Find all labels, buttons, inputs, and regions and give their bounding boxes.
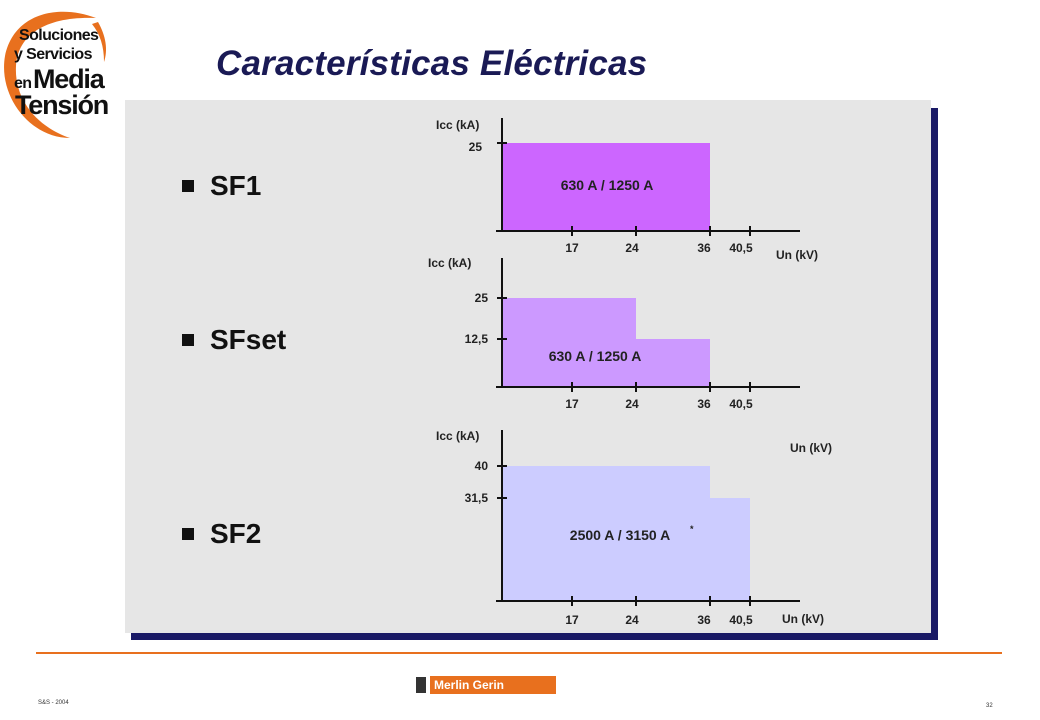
y-axis-label: Icc (kA) [436, 429, 479, 443]
y-axis-label: Icc (kA) [428, 256, 471, 270]
x-axis-label-upper: Un (kV) [790, 441, 832, 455]
bullet-label: SFset [210, 324, 287, 355]
x-tick-label: 40,5 [729, 613, 753, 627]
x-tick-label: 36 [697, 241, 711, 255]
y-tick-label: 25 [475, 291, 489, 305]
logo-line-2: y Servicios [14, 46, 93, 63]
area-step-2 [710, 498, 750, 601]
x-tick-label: 17 [565, 613, 579, 627]
y-tick-label: 40 [475, 459, 489, 473]
logo-line-1: Soluciones [19, 27, 99, 44]
footer-divider [36, 652, 1002, 654]
bullet-square-icon [182, 333, 194, 346]
x-tick-label: 36 [697, 397, 711, 411]
bullet-square-icon [182, 179, 194, 192]
x-tick-label: 36 [697, 613, 711, 627]
bullet-label: SF2 [210, 518, 262, 549]
x-tick-label: 24 [625, 397, 639, 411]
company-logo: Soluciones y Servicios en Media Tensión [0, 6, 118, 142]
y-tick-label: 12,5 [465, 332, 489, 346]
bullet-sfset: SFset [182, 324, 286, 356]
x-tick-label: 17 [565, 397, 579, 411]
brand-logo: Merlin Gerin [416, 676, 557, 694]
area-step-2 [636, 339, 710, 387]
x-tick-label: 40,5 [729, 397, 753, 411]
area-step-1 [502, 466, 710, 601]
brand-mark-icon [416, 677, 426, 693]
area-label: 630 A / 1250 A [549, 348, 642, 364]
logo-line-4: Media [33, 64, 105, 94]
page-number: 32 [986, 703, 993, 709]
y-tick-label: 25 [469, 140, 483, 154]
area-label: 630 A / 1250 A [561, 177, 654, 193]
area-step-1 [502, 298, 636, 387]
logo-line-5: Tensión [15, 90, 109, 120]
area-label-footnote-mark: * [690, 524, 694, 534]
bullet-square-icon [182, 527, 194, 540]
x-tick-label: 40,5 [729, 241, 753, 255]
bullet-label: SF1 [210, 170, 262, 201]
area-step-1 [502, 143, 710, 231]
x-axis-label: Un (kV) [776, 248, 818, 262]
bullet-sf1: SF1 [182, 170, 261, 202]
x-tick-label: 17 [565, 241, 579, 255]
x-axis-label: Un (kV) [782, 612, 824, 626]
y-axis-label: Icc (kA) [436, 118, 479, 132]
logo-line-3: en [14, 75, 32, 92]
y-tick-label: 31,5 [465, 491, 489, 505]
bullet-sf2: SF2 [182, 518, 261, 550]
x-tick-label: 24 [625, 241, 639, 255]
area-label: 2500 A / 3150 A [570, 527, 670, 543]
logo-swoosh-icon [4, 11, 106, 139]
footer-copyright: S&S - 2004 [38, 700, 69, 706]
slide-title: Características Eléctricas [216, 44, 648, 83]
brand-name: Merlin Gerin [430, 676, 557, 694]
x-tick-label: 24 [625, 613, 639, 627]
